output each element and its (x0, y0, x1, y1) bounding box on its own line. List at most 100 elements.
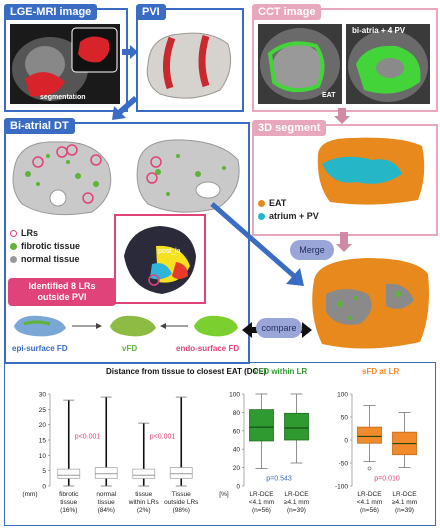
green-dot-icon (10, 243, 17, 251)
3d-segment-graphic (317, 137, 425, 205)
vfd-label: vFD (122, 344, 138, 353)
endo-fd-label: endo-surface FD (176, 344, 240, 353)
arrow-down-icon (334, 108, 350, 124)
lge-mri-title: LGE-MRI image (4, 4, 98, 20)
y-axis-label: [%] (219, 491, 229, 498)
lr-callout: Identified 8 LRs outside PVI (8, 278, 116, 306)
heatmap-graphic (124, 226, 196, 294)
y-tick-label: 20 (233, 465, 241, 472)
p-value-label: p=0.010 (374, 475, 400, 482)
box (94, 467, 118, 479)
y-tick-label: -100 (335, 484, 348, 491)
y-tick-label: 5 (42, 468, 46, 475)
y-tick-label: 100 (337, 392, 348, 399)
merged-model-graphic (312, 258, 429, 349)
mri-scan-graphic (12, 27, 118, 101)
bi-atrial-dt-title: Bi-atrial DT (4, 118, 75, 134)
arrow-diagonal-icon (210, 202, 304, 286)
cct-eat-image (258, 24, 342, 104)
box (169, 467, 193, 479)
category-label: (n=39) (395, 507, 414, 514)
inset-label: post_la (158, 248, 181, 255)
legend-item-lrs: LRs (10, 228, 80, 238)
segment-legend: EAT atrium + PV (258, 198, 319, 224)
category-label: LR-DCE (357, 491, 382, 498)
arrow-diagonal-icon (112, 96, 138, 120)
ring-icon (10, 230, 17, 238)
atrial-models-graphic (12, 139, 240, 216)
legend-item-atrium-pv: atrium + PV (258, 211, 319, 221)
y-tick-label: 60 (233, 428, 241, 435)
category-label: LR-DCE (284, 491, 309, 498)
box (249, 409, 274, 442)
charts-svg: Distance from tissue to closest EAT (DCE… (22, 367, 417, 514)
y-tick-label: 10 (39, 453, 47, 460)
y-tick-label: 0 (344, 438, 348, 445)
pvi-model-graphic (146, 32, 232, 99)
p-value-label: p<0.001 (150, 433, 176, 440)
ct-scan-biatria-graphic (348, 30, 428, 102)
category-label: ≥4.1 mm (392, 499, 417, 506)
dt-legend: LRs fibrotic tissue normal tissue (10, 228, 80, 267)
arrow-down-icon (336, 232, 352, 252)
teal-dot-icon (258, 213, 265, 221)
y-tick-label: 50 (341, 415, 349, 422)
category-label: <4.1 mm (249, 499, 274, 506)
category-label: (84%) (98, 507, 115, 514)
y-tick-label: 100 (229, 392, 240, 399)
inset-heatmap (114, 214, 206, 304)
legend-item-fibrotic: fibrotic tissue (10, 241, 80, 251)
y-tick-label: 15 (39, 438, 47, 445)
y-tick-label: -50 (339, 461, 349, 468)
outlier-point (367, 466, 372, 471)
charts-panel (4, 362, 436, 526)
category-label: LR-DCE (249, 491, 274, 498)
3d-segment-title: 3D segment (252, 120, 327, 136)
cct-biatria-image (346, 24, 430, 104)
compare-pill: compare (256, 318, 302, 338)
merge-pill: Merge (290, 240, 334, 260)
legend-item-eat: EAT (258, 198, 319, 208)
chart-title: sFD at LR (362, 367, 400, 376)
lge-mri-image (10, 24, 120, 104)
chart-title: Distance from tissue to closest EAT (DCE… (106, 367, 267, 376)
category-label: ≥4.1 mm (284, 499, 309, 506)
category-label: LR-DCE (392, 491, 417, 498)
category-label: tissue (98, 499, 115, 506)
ct-scan-eat-graphic (260, 28, 340, 100)
category-label: tissue (135, 491, 152, 498)
epi-fd-label: epi-surface FD (12, 344, 68, 353)
y-tick-label: 40 (233, 447, 241, 454)
category-label: (2%) (137, 507, 151, 514)
category-label: Tissue (172, 491, 191, 498)
category-label: tissue (60, 499, 77, 506)
arrow-right-icon (122, 45, 138, 59)
bi-atrial-dt-panel (4, 122, 250, 364)
p-value-label: p=0.543 (266, 475, 292, 482)
segmentation-label: segmentation (40, 94, 86, 101)
category-label: fibrotic (59, 491, 79, 498)
p-value-label: p<0.001 (75, 433, 101, 440)
box (284, 412, 309, 441)
box (57, 468, 81, 479)
y-tick-label: 80 (233, 410, 241, 417)
category-label: (n=39) (287, 507, 306, 514)
category-label: (98%) (173, 507, 190, 514)
y-axis-label: (mm) (22, 491, 37, 498)
legend-item-normal: normal tissue (10, 254, 80, 264)
y-tick-label: 0 (236, 484, 240, 491)
pvi-panel (136, 8, 244, 112)
category-label: (16%) (60, 507, 77, 514)
y-tick-label: 20 (39, 422, 47, 429)
gray-dot-icon (10, 256, 17, 264)
biatria-label: bi-atria + 4 PV (352, 26, 406, 35)
y-tick-label: 25 (39, 407, 47, 414)
category-label: within LRs (128, 499, 160, 506)
y-tick-label: 30 (39, 392, 47, 399)
orange-dot-icon (258, 200, 265, 208)
box (357, 426, 382, 444)
fd-models-graphic (14, 315, 238, 337)
category-label: outside LRs (164, 499, 199, 506)
category-label: (n=56) (360, 507, 379, 514)
category-label: normal (96, 491, 116, 498)
